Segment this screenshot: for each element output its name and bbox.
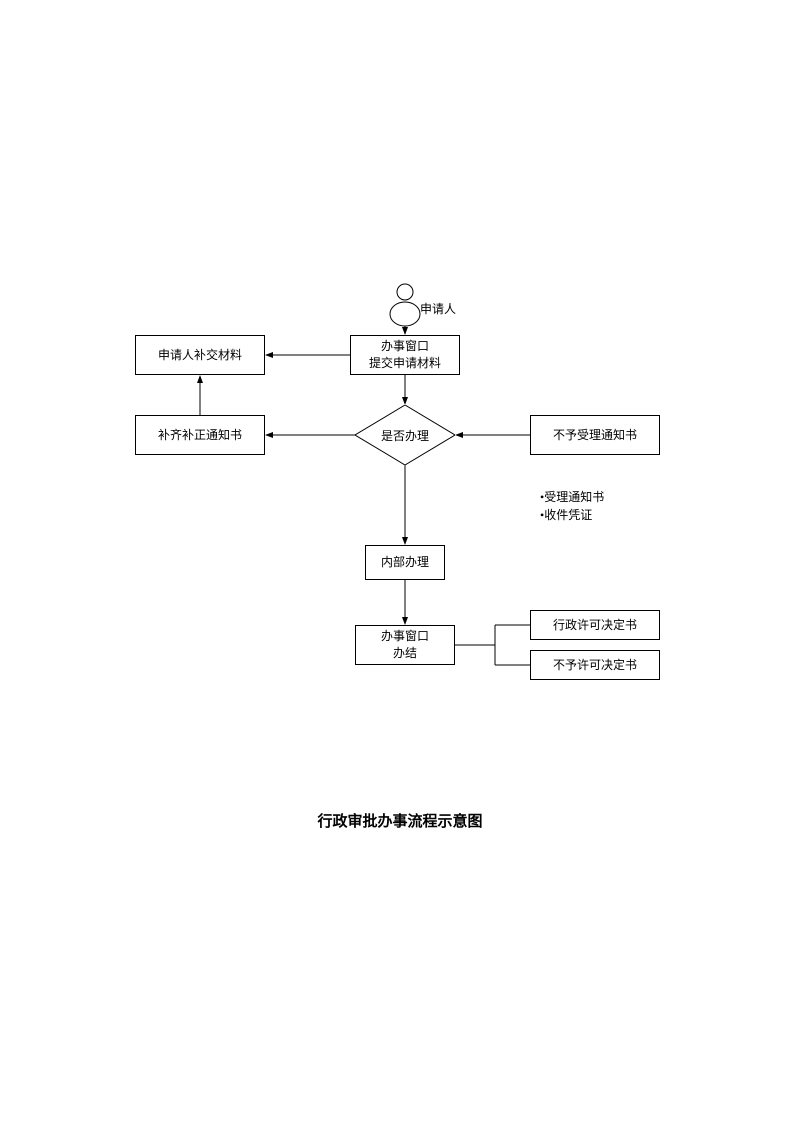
decision-label: 是否办理 (381, 427, 429, 444)
complete-box-line2: 办结 (393, 645, 417, 662)
acceptance-note-line1: •受理通知书 (540, 488, 604, 506)
denial-decision-label: 不予许可决定书 (553, 657, 637, 674)
internal-process-label: 内部办理 (381, 554, 429, 571)
acceptance-note-line2: •收件凭证 (540, 506, 604, 524)
acceptance-note: •受理通知书 •收件凭证 (540, 488, 604, 524)
decision-diamond: 是否办理 (355, 405, 455, 465)
submit-box-line1: 办事窗口 (381, 338, 429, 355)
denial-decision-box: 不予许可决定书 (530, 650, 660, 680)
complete-box-line1: 办事窗口 (381, 628, 429, 645)
correction-notice-label: 补齐补正通知书 (158, 427, 242, 444)
correction-notice-box: 补齐补正通知书 (135, 415, 265, 455)
reject-notice-label: 不予受理通知书 (553, 427, 637, 444)
flowchart-container: 申请人 办事窗口 提交申请材料 是否办理 申请人补交材料 补齐补正通知书 不予受… (0, 0, 800, 1132)
reject-notice-box: 不予受理通知书 (530, 415, 660, 455)
supplement-material-label: 申请人补交材料 (158, 347, 242, 364)
complete-box: 办事窗口 办结 (355, 625, 455, 665)
approval-decision-box: 行政许可决定书 (530, 610, 660, 640)
applicant-label: 申请人 (420, 300, 456, 317)
applicant-icon (390, 284, 420, 326)
supplement-material-box: 申请人补交材料 (135, 335, 265, 375)
approval-decision-label: 行政许可决定书 (553, 617, 637, 634)
internal-process-box: 内部办理 (365, 545, 445, 580)
flowchart-title: 行政审批办事流程示意图 (0, 810, 800, 831)
submit-box-line2: 提交申请材料 (369, 355, 441, 372)
submit-box: 办事窗口 提交申请材料 (350, 335, 460, 375)
